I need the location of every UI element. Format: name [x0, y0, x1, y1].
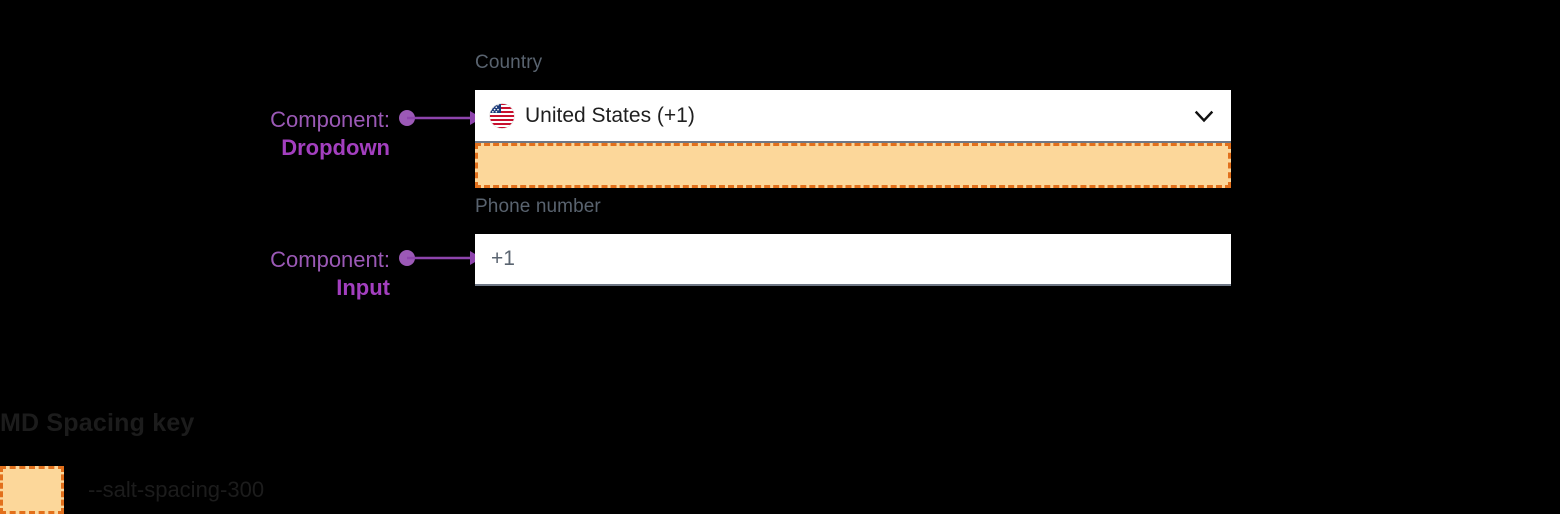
us-flag-icon	[489, 102, 515, 129]
country-field-label: Country	[475, 52, 543, 73]
chevron-down-icon[interactable]	[1191, 103, 1217, 129]
connector-input	[398, 247, 482, 269]
phone-number-input[interactable]: +1	[475, 234, 1231, 286]
annotation-input: Component: Input	[270, 246, 390, 302]
phone-field-label: Phone number	[475, 196, 601, 217]
annotation-dropdown: Component: Dropdown	[270, 106, 390, 162]
spacing-300-swatch	[0, 466, 64, 514]
spacing-highlight-300	[475, 143, 1231, 188]
annotation-prefix: Component:	[270, 107, 390, 132]
legend-item-token: --salt-spacing-300	[88, 477, 265, 502]
connector-dropdown	[398, 107, 482, 129]
country-selected-value: United States (+1)	[525, 103, 695, 127]
country-dropdown[interactable]: United States (+1)	[475, 90, 1231, 143]
annotation-prefix: Component:	[270, 247, 390, 272]
phone-number-placeholder: +1	[491, 247, 515, 270]
legend-title: MD Spacing key	[0, 409, 195, 437]
annotation-component-name: Input	[336, 275, 390, 301]
annotation-component-name: Dropdown	[281, 135, 390, 161]
legend-item-spacing-300: --salt-spacing-300	[0, 466, 264, 514]
